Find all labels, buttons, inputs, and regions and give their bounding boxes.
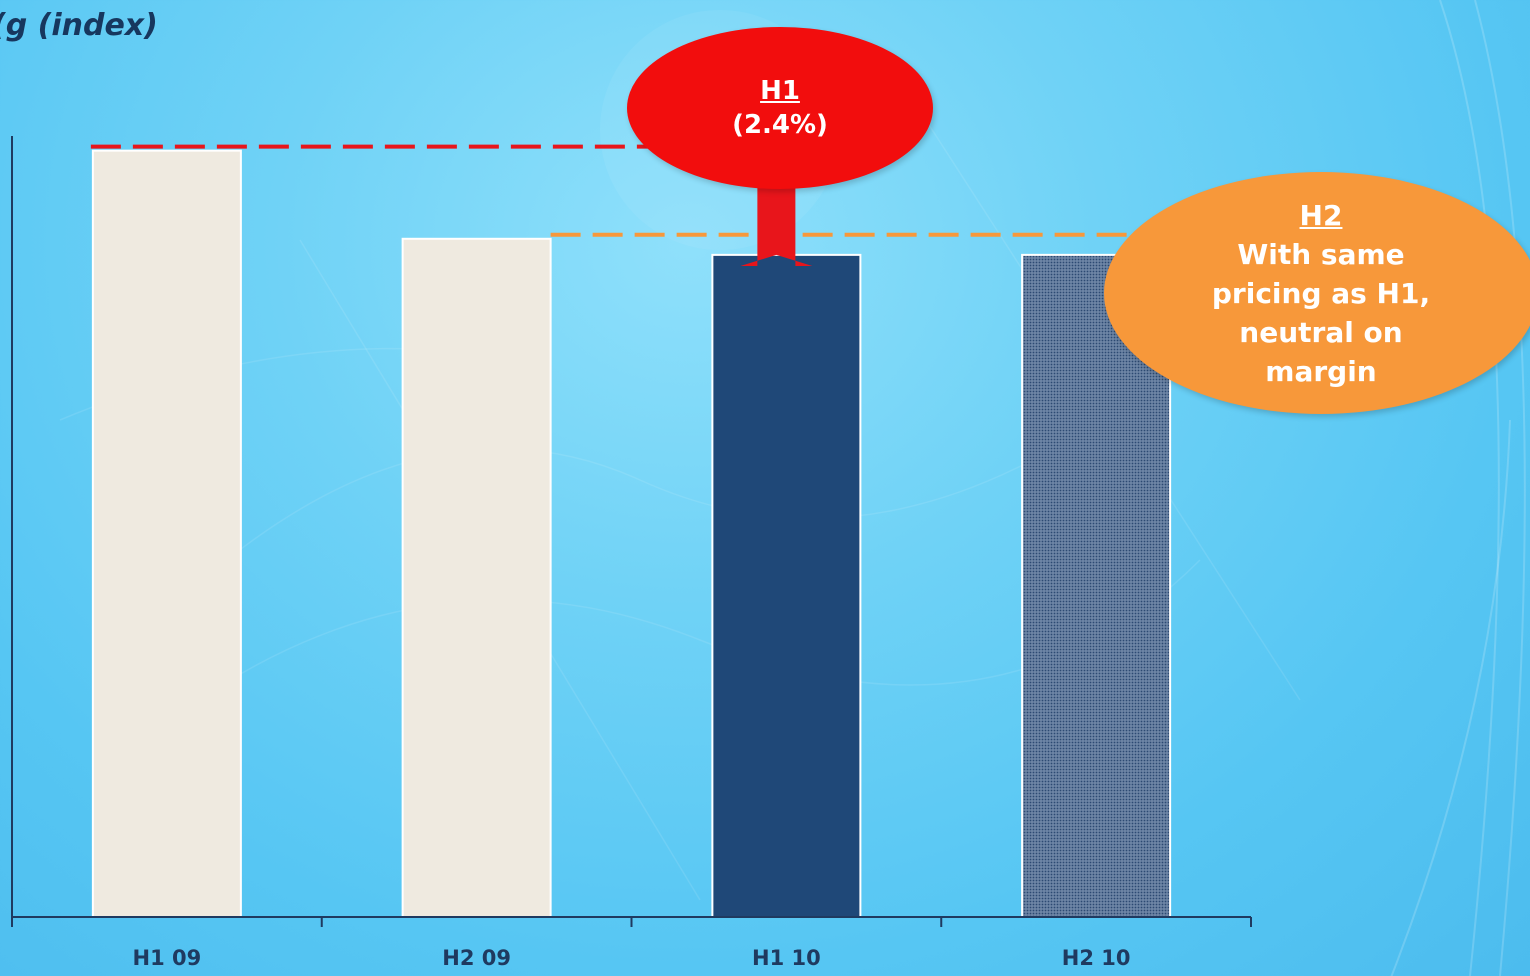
h1-callout-text: (2.4%): [732, 110, 828, 140]
h2-callout-line: margin: [1265, 354, 1377, 388]
h2-callout-line: pricing as H1,: [1211, 276, 1431, 310]
down-arrow: [740, 188, 813, 266]
x-tick-label: H2 10: [1061, 946, 1131, 970]
h2-callout-line: neutral on: [1239, 315, 1403, 349]
bar-h2-09: [401, 237, 552, 919]
h1-callout: H1 (2.4%): [627, 27, 933, 189]
bar-h2-10: [1021, 253, 1172, 918]
bar-h1-10: [711, 253, 862, 918]
h2-callout-line: With same: [1237, 237, 1405, 271]
x-tick-label: H1 10: [752, 946, 821, 970]
h2-callout: H2 With same pricing as H1, neutral on m…: [1104, 172, 1530, 414]
chart-title: (g (index): [0, 8, 158, 43]
bar-h1-09: [91, 149, 242, 918]
x-tick-label: H2 09: [442, 946, 511, 970]
h2-callout-heading: H2: [1299, 198, 1343, 232]
h1-callout-heading: H1: [760, 76, 800, 106]
x-tick-label: H1 09: [132, 946, 202, 970]
